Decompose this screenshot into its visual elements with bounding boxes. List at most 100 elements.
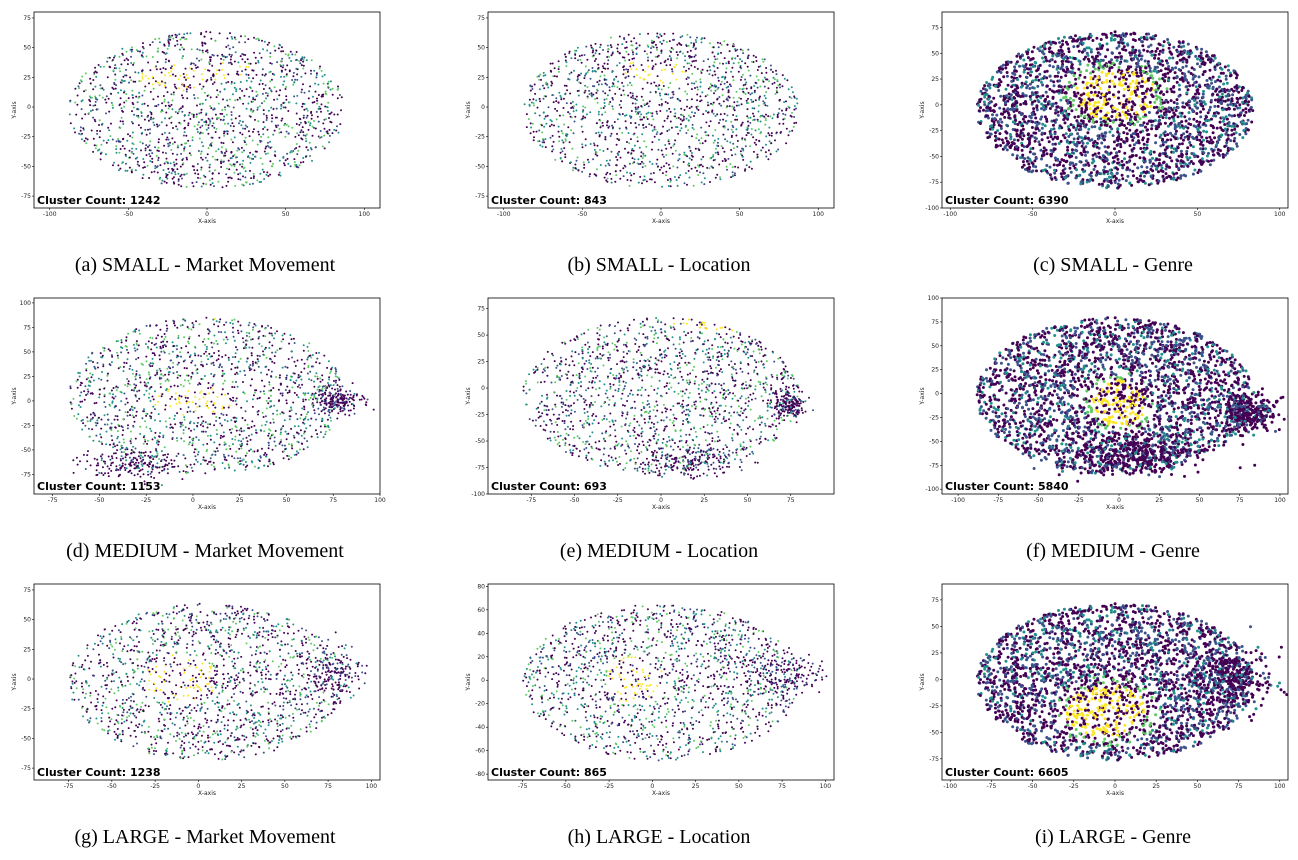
- scatter-point: [300, 76, 302, 78]
- scatter-point: [772, 83, 774, 85]
- scatter-point: [606, 124, 608, 126]
- scatter-point: [708, 73, 710, 75]
- scatter-point: [100, 66, 102, 68]
- scatter-point: [1158, 154, 1161, 157]
- scatter-point: [710, 83, 712, 85]
- scatter-point: [569, 113, 571, 115]
- scatter-point: [688, 170, 690, 172]
- scatter-point: [312, 135, 314, 137]
- scatter-point: [165, 61, 167, 63]
- scatter-point: [121, 82, 123, 84]
- scatter-point: [230, 56, 232, 58]
- scatter-point: [656, 113, 658, 115]
- scatter-point: [596, 97, 598, 99]
- scatter-point: [613, 85, 615, 87]
- scatter-point: [793, 109, 795, 111]
- scatter-point: [144, 86, 146, 88]
- scatter-point: [227, 45, 229, 47]
- scatter-point: [691, 111, 693, 113]
- scatter-point: [656, 159, 658, 161]
- scatter-point: [221, 152, 223, 154]
- scatter-point: [217, 181, 219, 183]
- scatter-point: [214, 81, 216, 83]
- scatter-point: [620, 94, 622, 96]
- scatter-point: [1112, 106, 1115, 109]
- scatter-point: [210, 79, 212, 81]
- scatter-point: [322, 75, 324, 77]
- scatter-point: [674, 66, 676, 68]
- scatter-point: [1188, 141, 1191, 144]
- scatter-point: [1070, 109, 1073, 112]
- scatter-point: [226, 130, 228, 132]
- scatter-point: [120, 97, 122, 99]
- scatter-point: [567, 111, 569, 113]
- scatter-point: [748, 55, 750, 57]
- scatter-point: [105, 102, 107, 104]
- scatter-point: [1132, 174, 1135, 177]
- scatter-point: [604, 111, 606, 113]
- scatter-point: [623, 94, 625, 96]
- scatter-point: [282, 84, 284, 86]
- scatter-point: [729, 142, 731, 144]
- scatter-point: [542, 85, 544, 87]
- scatter-point: [642, 99, 644, 101]
- scatter-point: [181, 47, 183, 49]
- scatter-point: [294, 79, 296, 81]
- scatter-point: [78, 87, 80, 89]
- scatter-point: [779, 86, 781, 88]
- scatter-point: [181, 37, 183, 39]
- scatter-point: [569, 141, 571, 143]
- scatter-point: [619, 52, 621, 54]
- scatter-point: [620, 100, 622, 102]
- scatter-point: [696, 99, 698, 101]
- scatter-point: [641, 133, 643, 135]
- scatter-point: [627, 95, 629, 97]
- scatter-point: [1198, 75, 1201, 78]
- scatter-point: [1028, 141, 1031, 144]
- scatter-point: [1215, 145, 1218, 148]
- scatter-point: [630, 138, 632, 140]
- scatter-point: [311, 160, 313, 162]
- scatter-point: [138, 165, 140, 167]
- scatter-point: [1100, 107, 1103, 110]
- scatter-point: [573, 105, 575, 107]
- scatter-point: [1122, 131, 1125, 134]
- scatter-point: [679, 100, 681, 102]
- scatter-point: [1182, 60, 1185, 63]
- scatter-point: [148, 177, 150, 179]
- scatter-point: [184, 114, 186, 116]
- scatter-point: [656, 33, 658, 35]
- scatter-point: [278, 132, 280, 134]
- scatter-point: [176, 168, 178, 170]
- scatter-point: [776, 73, 778, 75]
- scatter-point: [724, 160, 726, 162]
- scatter-point: [1202, 90, 1205, 93]
- scatter-point: [202, 79, 204, 81]
- scatter-point: [265, 84, 267, 86]
- scatter-point: [587, 159, 589, 161]
- scatter-point: [713, 61, 715, 63]
- scatter-point: [699, 142, 701, 144]
- scatter-point: [207, 51, 209, 53]
- scatter-point: [278, 47, 280, 49]
- scatter-point: [1139, 156, 1142, 159]
- scatter-point: [545, 82, 547, 84]
- scatter-point: [560, 97, 562, 99]
- scatter-point: [101, 87, 103, 89]
- scatter-point: [279, 44, 281, 46]
- scatter-point: [174, 173, 176, 175]
- scatter-point: [304, 92, 306, 94]
- scatter-point: [756, 154, 758, 156]
- scatter-point: [169, 75, 171, 77]
- scatter-point: [545, 123, 547, 125]
- scatter-point: [1169, 50, 1172, 53]
- scatter-point: [145, 149, 147, 151]
- scatter-point: [609, 89, 611, 91]
- scatter-point: [586, 59, 588, 61]
- scatter-point: [142, 174, 144, 176]
- scatter-point: [692, 127, 694, 129]
- scatter-point: [174, 84, 176, 86]
- scatter-point: [788, 107, 790, 109]
- scatter-point: [691, 88, 693, 90]
- scatter-point: [302, 61, 304, 63]
